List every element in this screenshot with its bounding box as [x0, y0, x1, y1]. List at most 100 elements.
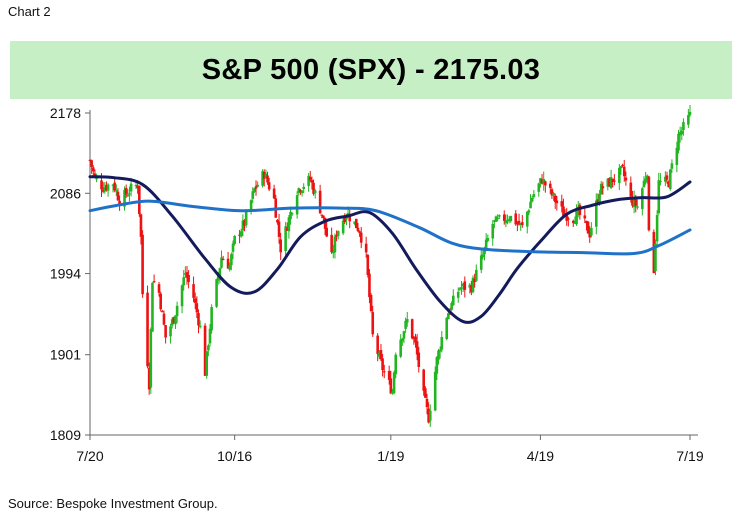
moving-average-lines	[88, 175, 692, 324]
price-bar-down	[366, 254, 370, 275]
price-bar-up	[609, 177, 613, 188]
price-bar-down	[634, 197, 638, 206]
chart-title: S&P 500 (SPX) - 2175.03	[201, 53, 541, 86]
price-bar-up	[333, 236, 337, 253]
price-bar-up	[575, 209, 578, 225]
price-bar-up	[103, 187, 107, 192]
price-bar-up	[241, 220, 245, 231]
price-bar-down	[424, 388, 427, 398]
price-bar-up	[483, 247, 486, 255]
price-bar-up	[494, 216, 498, 222]
price-bar-up	[493, 220, 496, 222]
price-bar-down	[548, 183, 552, 188]
price-bar-down	[312, 182, 315, 194]
price-bar-down	[647, 176, 651, 231]
price-bar-down	[279, 239, 282, 253]
price-bar-up	[498, 215, 501, 217]
price-bar-up	[475, 269, 478, 281]
price-bar-down	[364, 243, 368, 253]
price-bar-down	[299, 190, 302, 193]
price-bar-down	[118, 200, 121, 206]
y-tick-label: 1901	[50, 347, 81, 363]
price-bar-up	[174, 315, 177, 325]
price-bar-down	[172, 317, 176, 324]
price-bar-up	[353, 221, 356, 224]
price-bar-up	[111, 184, 115, 186]
price-bar-up	[460, 287, 463, 289]
price-bar-down	[105, 184, 108, 190]
price-bar-up	[297, 188, 301, 193]
price-bar-down	[138, 185, 141, 215]
price-bar-down	[514, 213, 518, 225]
price-bar-up	[552, 192, 555, 195]
price-bar-up	[445, 317, 449, 340]
price-bar-down	[113, 182, 116, 191]
price-bar-down	[427, 408, 430, 423]
price-bar-down	[583, 215, 587, 219]
price-bar-down	[348, 215, 352, 222]
price-bar-down	[555, 200, 559, 204]
price-bar-up	[440, 337, 444, 350]
price-bar-up	[507, 219, 511, 222]
price-bar-up	[506, 219, 509, 222]
price-bar-up	[688, 111, 692, 115]
price-bar-down	[116, 191, 120, 201]
price-bar-up	[115, 190, 118, 192]
price-bar-up	[210, 307, 213, 331]
price-bar-down	[185, 272, 189, 278]
price-bar-down	[335, 234, 338, 237]
price-bar-up	[244, 211, 248, 226]
price-bar-up	[456, 292, 460, 298]
price-bar-up	[595, 200, 598, 227]
price-bar-up	[198, 325, 202, 328]
price-bar-down	[90, 160, 93, 167]
chart-svg: 1809 1901 1994 2086 2178 7/20 10/16 1/19 4/19 7/1…	[50, 104, 704, 464]
price-bar-down	[285, 227, 289, 231]
price-bar-up	[519, 223, 522, 225]
price-bar-down	[146, 292, 149, 367]
price-bar-up	[220, 257, 223, 268]
price-bar-down	[221, 258, 225, 261]
price-bar-up	[284, 226, 287, 252]
price-bar-down	[611, 178, 615, 183]
price-bar-down	[410, 319, 414, 339]
x-tick-label: 7/20	[76, 448, 103, 464]
price-bar-up	[438, 349, 442, 352]
price-bar-up	[644, 178, 647, 183]
price-bar-down	[516, 223, 519, 225]
x-tick-label: 4/19	[527, 448, 554, 464]
price-bar-down	[192, 284, 195, 298]
price-bar-up	[205, 351, 209, 376]
price-bar-down	[586, 221, 590, 234]
price-bar-up	[675, 147, 679, 165]
price-bar-up	[169, 326, 172, 337]
source-note: Source: Bespoke Investment Group.	[8, 496, 218, 511]
price-bar-down	[124, 188, 128, 195]
price-bar-up	[404, 320, 407, 329]
price-bar-up	[182, 277, 185, 286]
price-bar-down	[565, 214, 569, 221]
price-bar-up	[636, 206, 639, 208]
price-bar-down	[629, 182, 633, 197]
price-bar-down	[381, 358, 384, 371]
price-bar-down	[272, 188, 276, 199]
price-bar-up	[618, 167, 621, 183]
price-bar-down	[139, 214, 143, 237]
price-bar-up	[228, 265, 232, 270]
price-bar-up	[682, 122, 685, 131]
price-bar-down	[470, 285, 473, 293]
price-bar-down	[621, 164, 624, 167]
price-bar-up	[253, 188, 256, 192]
price-bar-down	[368, 273, 371, 298]
price-bar-up	[598, 194, 601, 202]
price-bar-up	[645, 175, 649, 180]
price-bar-up	[496, 217, 499, 220]
price-bar-up	[677, 133, 680, 151]
price-bar-down	[414, 336, 417, 343]
price-bar-up	[151, 282, 154, 332]
price-bar-up	[479, 255, 483, 270]
chart-label: Chart 2	[8, 4, 51, 19]
price-bar-down	[197, 313, 200, 326]
x-tick-label: 1/19	[377, 448, 404, 464]
price-bar-up	[341, 220, 345, 234]
